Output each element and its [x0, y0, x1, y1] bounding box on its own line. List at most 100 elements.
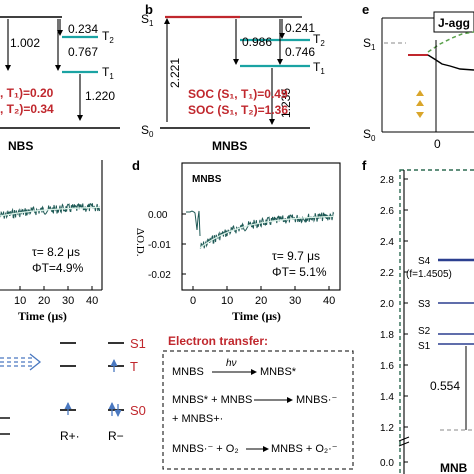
- panel-f-ytick: 0.0: [380, 458, 394, 469]
- panel-c-decay-plot: τ= 8.2 μs ΦT=4.9% 10 20 30 40 Time (μs): [0, 160, 103, 323]
- panel-d-tau: τ= 9.7 μs: [272, 249, 320, 263]
- t-label: T: [130, 359, 138, 374]
- reaction2-right: MNBS·⁻: [296, 394, 337, 406]
- panel-e-label: J-agg: [438, 16, 470, 30]
- panel-c-xtick: 40: [86, 295, 98, 307]
- panel-f-axis-break: [398, 436, 410, 447]
- panel-c-xtick: 20: [38, 295, 50, 307]
- panel-a-soc1: , T₁)=0.20: [0, 86, 54, 100]
- panel-d-phi: ΦT= 5.1%: [272, 265, 327, 279]
- panel-e-label-box: [433, 11, 474, 33]
- r-plus-label: R+·: [60, 429, 80, 443]
- reaction3-left: MNBS·⁻ + O₂: [172, 443, 239, 455]
- panel-d-xtick: 20: [255, 295, 267, 307]
- panel-a-nbs-energy-diagram: 0.234 1.002 0.767 T2 T1 , T₁)=0.20 , T₂)…: [0, 16, 120, 153]
- reaction1-left: MNBS: [172, 366, 204, 378]
- panel-b-gap-1235-label: 1.235: [279, 88, 293, 118]
- panel-f-ytick: 2.2: [380, 268, 394, 279]
- panel-b-soc1: SOC (S₁, T₁)=0.49: [188, 87, 288, 101]
- panel-a-name: NBS: [8, 139, 33, 153]
- panel-f-ytick: 2.4: [380, 237, 394, 248]
- panel-c-tau: τ= 8.2 μs: [32, 245, 80, 259]
- panel-d-y-ticks: 0.00 -0.01 -0.02: [148, 210, 186, 281]
- panel-b-t1-label: T1: [313, 60, 325, 76]
- panel-f-ytick: 1.2: [380, 423, 394, 434]
- panel-d-ylabel: ΔO.D.: [134, 228, 146, 257]
- panel-c-xtick: 10: [14, 295, 26, 307]
- panel-b-gap-986-label: 0.986: [242, 35, 272, 49]
- reaction1-hv: hν: [226, 358, 237, 369]
- panel-a-t1-label: T1: [102, 65, 114, 81]
- panel-f-name: MNB: [440, 461, 468, 474]
- panel-e-s0-label: S0: [363, 127, 376, 143]
- panel-a-gap-left-label: 1.002: [10, 36, 40, 50]
- reaction2-left: MNBS* + MNBS: [172, 394, 252, 406]
- reaction2-continuation: + MNBS+·: [172, 413, 223, 425]
- panel-f-s3-label: S3: [418, 299, 431, 310]
- panel-c-decay-trace: [0, 203, 101, 219]
- panel-d-xtick: 40: [323, 295, 335, 307]
- panel-c-x-ticks: 10 20 30 40: [14, 286, 98, 307]
- panel-e-j-aggregate: e J-agg S1 S0 0: [362, 2, 474, 151]
- panel-b-gap-241-label: 0.241: [285, 21, 315, 35]
- panel-d-ytick: -0.02: [148, 270, 171, 281]
- panel-d-decay-plot: d MNBS ΔO.D. 0.00 -0.01 -0.02 0 10 20 30…: [132, 158, 341, 323]
- panel-f-s1-label: S1: [418, 341, 431, 352]
- panel-b-s1-label: S1: [141, 12, 154, 28]
- panel-f-ytick: 1.4: [380, 392, 394, 403]
- s0-label: S0: [130, 403, 146, 418]
- panel-f-excited-states: f 2.8 2.6 2.4 2.2 2.0 1.8 1.6 1.4 1.2 0.…: [362, 158, 474, 474]
- panel-d-letter: d: [132, 158, 140, 173]
- panel-radical-ions-diagram: R+· R− S1 T S0: [0, 336, 146, 443]
- panel-e-gold-arrows: [416, 90, 424, 118]
- panel-f-ytick: 1.8: [380, 330, 394, 341]
- panel-f-s2-label: S2: [418, 326, 431, 337]
- panel-b-soc2: SOC (S₁, T₂)=1.36: [188, 103, 288, 117]
- panel-b-letter: b: [145, 2, 153, 17]
- panel-b-gap-746-label: 0.746: [285, 45, 315, 59]
- panel-c-phi: ΦT=4.9%: [32, 261, 84, 275]
- panel-a-gap-mid-label: 0.767: [68, 45, 98, 59]
- panel-d-xtick: 10: [221, 295, 233, 307]
- panel-e-lower-curve: [427, 54, 474, 71]
- panel-f-ytick: 2.8: [380, 175, 394, 186]
- panel-d-fit-line: [199, 215, 334, 249]
- panel-d-title: MNBS: [192, 174, 222, 185]
- blue-transfer-arrowhead: [29, 353, 42, 371]
- panel-c-xlabel: Time (μs): [18, 309, 67, 323]
- electron-transfer-title: Electron transfer:: [168, 334, 268, 348]
- panel-f-ytick: 2.0: [380, 299, 394, 310]
- panel-b-name: MNBS: [212, 139, 247, 153]
- panel-a-t2-label: T2: [102, 29, 114, 45]
- panel-a-soc2: , T₂)=0.34: [0, 102, 54, 116]
- panel-f-letter: f: [362, 158, 367, 173]
- r-minus-label: R−: [108, 429, 124, 443]
- panel-f-s4-label: S4: [418, 256, 431, 267]
- panel-f-ytick: 2.6: [380, 206, 394, 217]
- panel-f-gap-label: 0.554: [430, 379, 460, 393]
- panel-b-gap-s1s0-label: 2.221: [168, 58, 182, 88]
- panel-d-ytick: -0.01: [148, 240, 171, 251]
- panel-b-s0-label: S0: [141, 123, 154, 139]
- panel-e-xtick: 0: [434, 137, 441, 151]
- panel-e-s1-label: S1: [363, 36, 376, 52]
- reaction3-right: MNBS + O₂·⁻: [271, 443, 338, 455]
- panel-d-xtick: 30: [289, 295, 301, 307]
- panel-c-fit-line: [0, 206, 100, 217]
- panel-f-y-ticks: 2.8 2.6 2.4 2.2 2.0 1.8 1.6 1.4 1.2 0.0: [380, 175, 408, 469]
- panel-a-gap-bottom-label: 1.220: [85, 89, 115, 103]
- panel-e-upper-curve: [427, 31, 474, 53]
- s1-label: S1: [130, 336, 146, 351]
- panel-d-ytick: 0.00: [148, 210, 168, 221]
- electron-transfer-dashed-box: [162, 350, 354, 470]
- electron-transfer-box: Electron transfer: MNBS hν MNBS* MNBS* +…: [162, 334, 354, 470]
- panel-d-x-ticks: 0 10 20 30 40: [190, 286, 335, 307]
- panel-d-xlabel: Time (μs): [232, 309, 281, 323]
- reaction1-right: MNBS*: [260, 366, 297, 378]
- panel-f-ytick: 1.6: [380, 361, 394, 372]
- panel-b-mnbs-energy-diagram: b S1 T2 T1 2.221 0.986 0.241 0.746 1.235…: [141, 2, 325, 153]
- panel-d-xtick: 0: [190, 295, 196, 307]
- panel-e-letter: e: [362, 2, 369, 17]
- panel-b-t2-label: T2: [313, 32, 325, 48]
- panel-c-xtick: 30: [62, 295, 74, 307]
